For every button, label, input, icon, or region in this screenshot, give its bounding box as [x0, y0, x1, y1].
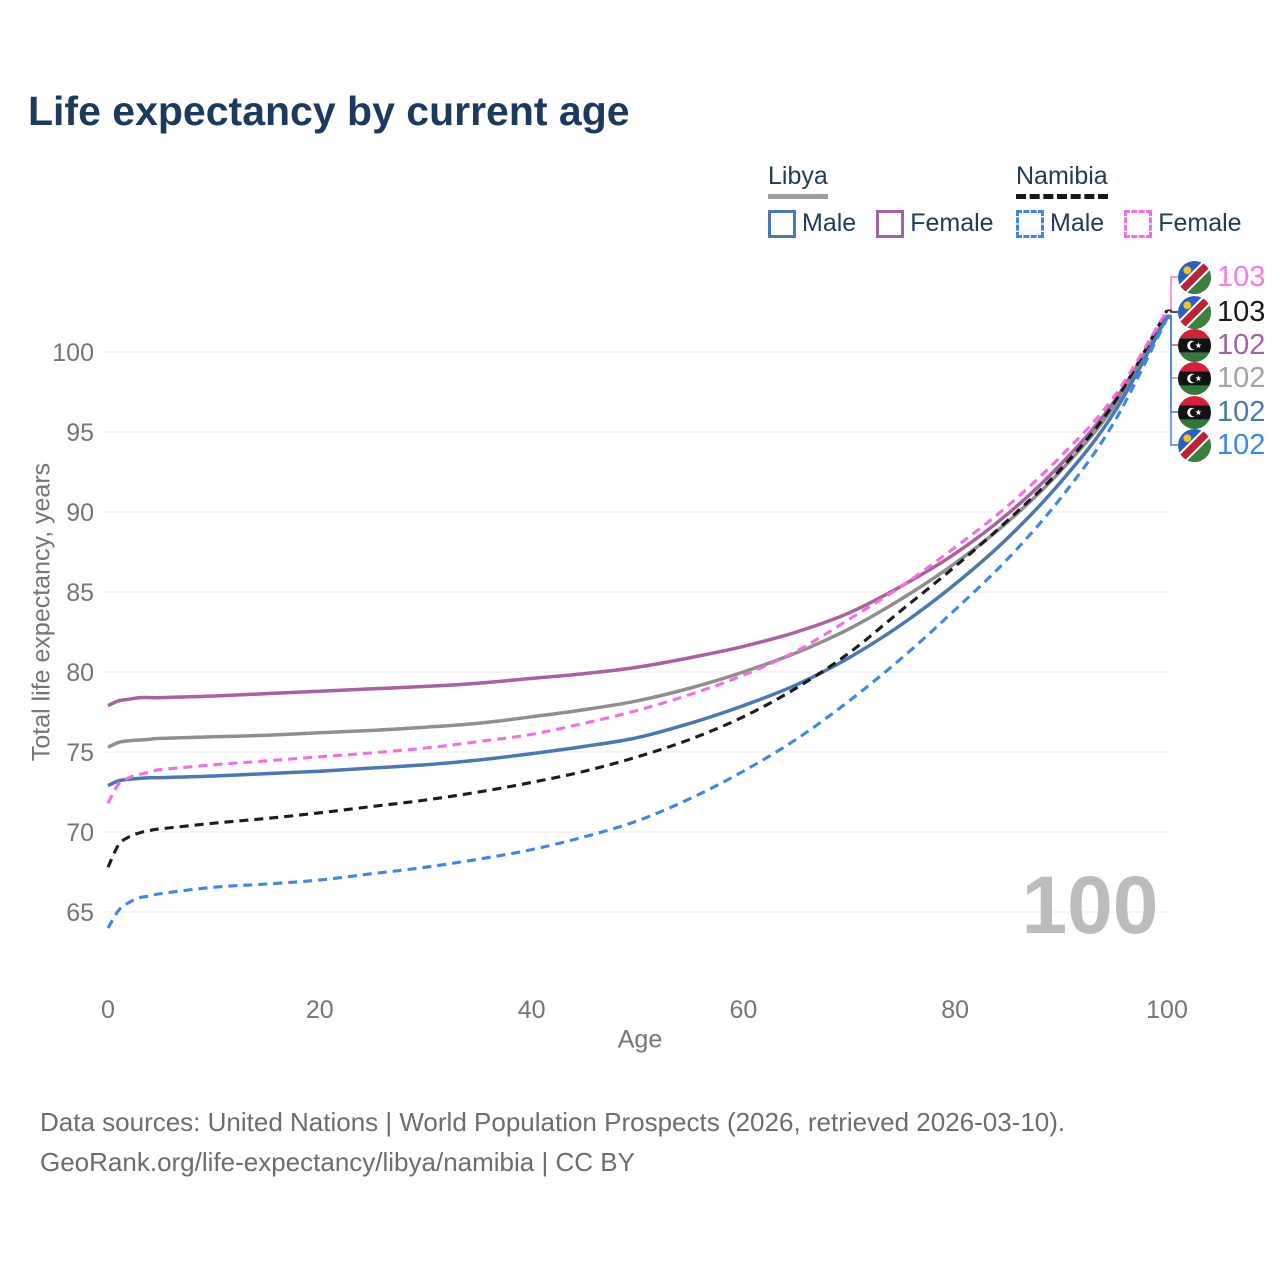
y-tick-label: 65 [66, 899, 94, 927]
libya-male-swatch-icon [768, 209, 796, 238]
x-tick-label: 80 [941, 996, 969, 1024]
chart-title: Life expectancy by current age [28, 88, 630, 134]
y-tick-label: 100 [52, 339, 94, 367]
legend-item-label: Male [802, 209, 857, 237]
y-tick-label: 90 [66, 499, 94, 527]
legend-item-label: Male [1050, 209, 1105, 237]
series-line-namibia-male [106, 317, 1169, 929]
y-tick-label: 75 [66, 739, 94, 767]
legend-item-namibia-male[interactable]: Male [1016, 209, 1104, 238]
connector-namibia-male [1167, 317, 1178, 446]
series-lines [106, 309, 1169, 929]
legend-item-libya-female[interactable]: Female [876, 209, 994, 238]
legend-item-label: Female [1158, 209, 1242, 237]
series-line-libya-female [107, 314, 1169, 708]
namibia-flag-icon [1178, 428, 1211, 462]
footer-attribution: GeoRank.org/life-expectancy/libya/namibi… [40, 1147, 635, 1177]
namibia-flag-icon [1178, 260, 1211, 294]
y-tick-label: 85 [66, 579, 94, 607]
libya-flag-icon [1178, 328, 1211, 362]
libya-flag-icon [1178, 395, 1211, 429]
end-label-value: 102 [1217, 395, 1266, 428]
connector-namibia-female [1167, 276, 1178, 312]
namibia-flag-icon [1178, 295, 1211, 329]
series-line-namibia-both [106, 309, 1169, 868]
footer-data-sources: Data sources: United Nations | World Pop… [40, 1107, 1066, 1137]
connector-libya-male [1167, 316, 1178, 413]
legend-item-label: Female [910, 209, 994, 237]
end-label-value: 102 [1217, 328, 1266, 361]
series-line-libya-both [107, 315, 1169, 749]
end-label-value: 103 [1217, 260, 1266, 293]
libya-flag-icon [1178, 361, 1211, 395]
x-tick-label: 60 [729, 996, 757, 1024]
end-label-namibia-male: 102 [1178, 428, 1265, 462]
namibia-flag-icon [1178, 295, 1211, 329]
x-tick-label: 40 [518, 996, 546, 1024]
end-label-libya-both: 102 [1178, 361, 1265, 395]
namibia-male-swatch-icon [1016, 209, 1044, 238]
namibia-female-swatch-icon [1124, 209, 1153, 238]
legend-group-title-namibia: Namibia [1016, 162, 1108, 199]
legend-item-libya-male[interactable]: Male [768, 209, 856, 238]
legend-row-libya: Male Female [768, 209, 994, 238]
legend-group-title-libya: Libya [768, 162, 828, 199]
legend-row-namibia: Male Female [1016, 209, 1242, 238]
x-tick-label: 100 [1146, 996, 1188, 1024]
legend-group-libya: Libya Male Female [768, 162, 994, 238]
end-label-value: 102 [1217, 361, 1266, 394]
end-label-libya-male: 102 [1178, 395, 1265, 429]
series-line-libya-male [107, 315, 1169, 788]
footer: Data sources: United Nations | World Pop… [40, 1102, 1065, 1182]
namibia-flag-icon [1178, 260, 1211, 294]
series-line-namibia-female [106, 309, 1169, 804]
x-axis-title: Age [617, 1025, 663, 1054]
y-tick-label: 95 [66, 419, 94, 447]
x-tick-label: 20 [306, 996, 334, 1024]
end-label-connectors [1167, 276, 1178, 446]
connector-libya-both [1167, 316, 1178, 379]
x-tick-label: 0 [101, 996, 115, 1024]
end-label-value: 103 [1217, 295, 1266, 328]
namibia-flag-icon [1178, 428, 1211, 462]
end-label-value: 102 [1217, 428, 1266, 461]
legend-group-namibia: Namibia Male Female [1016, 162, 1242, 238]
libya-flag-icon [1178, 395, 1211, 429]
libya-female-swatch-icon [876, 209, 905, 238]
gridlines: 65 70 75 80 85 90 95 100 [52, 339, 1168, 927]
end-label-namibia-female: 103 [1178, 260, 1265, 294]
libya-flag-icon [1178, 361, 1211, 395]
end-label-libya-female: 102 [1178, 328, 1265, 362]
libya-flag-icon [1178, 328, 1211, 362]
y-tick-label: 80 [66, 659, 94, 687]
end-label-namibia-both: 103 [1178, 295, 1265, 329]
y-tick-label: 70 [66, 819, 94, 847]
connector-namibia-both [1167, 309, 1178, 313]
legend-item-namibia-female[interactable]: Female [1124, 209, 1242, 238]
connector-libya-female [1167, 314, 1178, 346]
